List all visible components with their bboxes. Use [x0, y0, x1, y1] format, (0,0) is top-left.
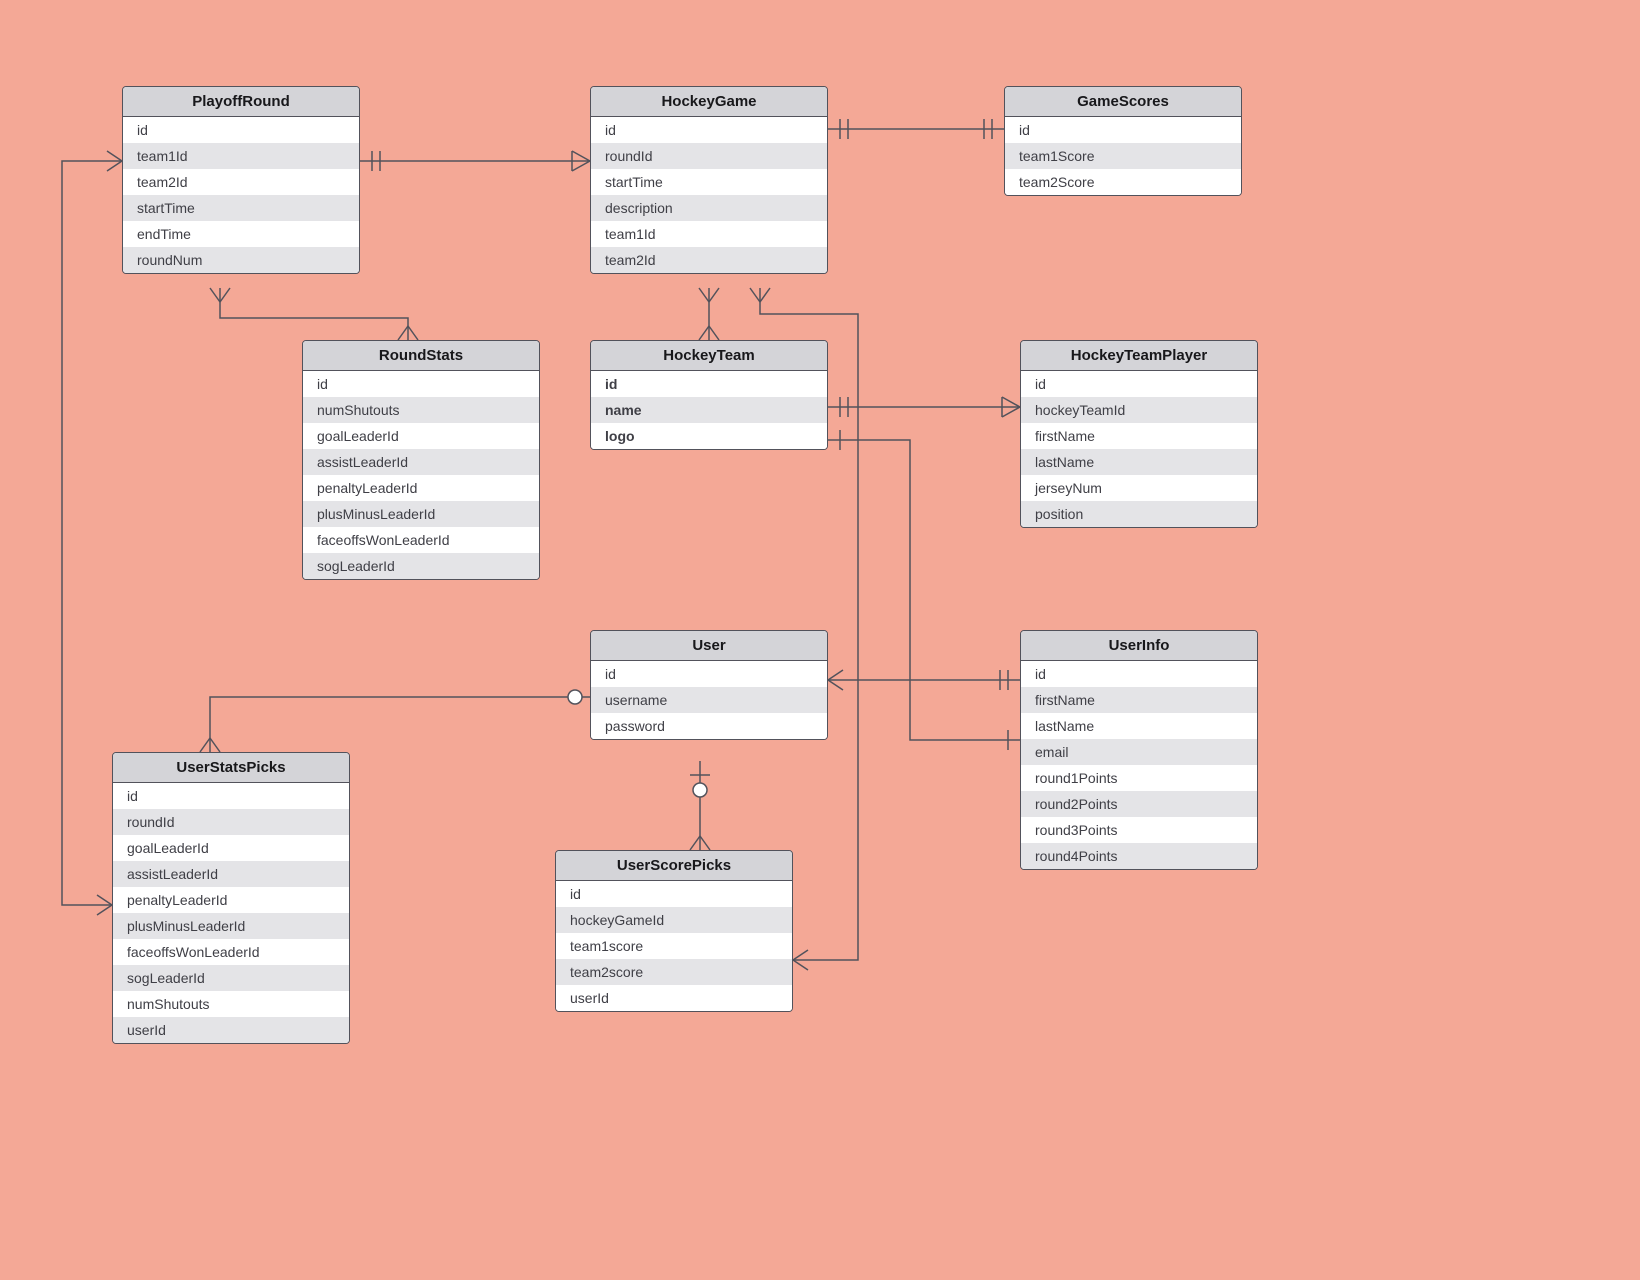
entity-field: hockeyGameId: [556, 907, 792, 933]
entity-field: roundNum: [123, 247, 359, 273]
entity-field: lastName: [1021, 449, 1257, 475]
entity-title: UserStatsPicks: [113, 753, 349, 783]
entity-field: id: [123, 117, 359, 143]
entity-field: numShutouts: [113, 991, 349, 1017]
entity-field: id: [591, 661, 827, 687]
entity-field: team1Id: [591, 221, 827, 247]
entity-userstatspicks: UserStatsPicksidroundIdgoalLeaderIdassis…: [112, 752, 350, 1044]
entity-title: HockeyGame: [591, 87, 827, 117]
entity-title: GameScores: [1005, 87, 1241, 117]
entity-title: HockeyTeam: [591, 341, 827, 371]
entity-user: Useridusernamepassword: [590, 630, 828, 740]
entity-field: id: [1005, 117, 1241, 143]
entity-field: userId: [113, 1017, 349, 1043]
entity-field: team2Id: [591, 247, 827, 273]
entity-field: goalLeaderId: [113, 835, 349, 861]
entity-field: round3Points: [1021, 817, 1257, 843]
entity-title: User: [591, 631, 827, 661]
entity-field: team1Score: [1005, 143, 1241, 169]
entity-field: assistLeaderId: [303, 449, 539, 475]
entity-field: startTime: [591, 169, 827, 195]
entity-field: sogLeaderId: [303, 553, 539, 579]
entity-field: team2Score: [1005, 169, 1241, 195]
entity-field: team1Id: [123, 143, 359, 169]
entity-field: penaltyLeaderId: [113, 887, 349, 913]
entity-field: logo: [591, 423, 827, 449]
entity-field: hockeyTeamId: [1021, 397, 1257, 423]
entity-field: penaltyLeaderId: [303, 475, 539, 501]
entity-field: faceoffsWonLeaderId: [113, 939, 349, 965]
entity-hockeyteamplayer: HockeyTeamPlayeridhockeyTeamIdfirstNamel…: [1020, 340, 1258, 528]
entity-field: plusMinusLeaderId: [113, 913, 349, 939]
entity-field: assistLeaderId: [113, 861, 349, 887]
entity-field: startTime: [123, 195, 359, 221]
entity-field: position: [1021, 501, 1257, 527]
entity-field: id: [591, 371, 827, 397]
entity-gamescores: GameScoresidteam1Scoreteam2Score: [1004, 86, 1242, 196]
entity-field: id: [113, 783, 349, 809]
entity-field: sogLeaderId: [113, 965, 349, 991]
entity-playoffround: PlayoffRoundidteam1Idteam2IdstartTimeend…: [122, 86, 360, 274]
entity-field: lastName: [1021, 713, 1257, 739]
entity-field: endTime: [123, 221, 359, 247]
entity-title: UserScorePicks: [556, 851, 792, 881]
entity-field: id: [303, 371, 539, 397]
entity-field: jerseyNum: [1021, 475, 1257, 501]
entity-field: userId: [556, 985, 792, 1011]
entity-field: numShutouts: [303, 397, 539, 423]
entity-hockeygame: HockeyGameidroundIdstartTimedescriptiont…: [590, 86, 828, 274]
entity-field: id: [591, 117, 827, 143]
entity-field: firstName: [1021, 687, 1257, 713]
entity-field: id: [1021, 661, 1257, 687]
entity-roundstats: RoundStatsidnumShutoutsgoalLeaderIdassis…: [302, 340, 540, 580]
entity-field: password: [591, 713, 827, 739]
entity-userscorepicks: UserScorePicksidhockeyGameIdteam1scorete…: [555, 850, 793, 1012]
entity-userinfo: UserInfoidfirstNamelastNameemailround1Po…: [1020, 630, 1258, 870]
entity-field: round4Points: [1021, 843, 1257, 869]
entity-field: roundId: [113, 809, 349, 835]
entity-title: UserInfo: [1021, 631, 1257, 661]
entity-field: team1score: [556, 933, 792, 959]
entity-title: HockeyTeamPlayer: [1021, 341, 1257, 371]
entity-field: id: [556, 881, 792, 907]
entity-field: faceoffsWonLeaderId: [303, 527, 539, 553]
entity-field: firstName: [1021, 423, 1257, 449]
entity-field: goalLeaderId: [303, 423, 539, 449]
entity-field: description: [591, 195, 827, 221]
entity-field: id: [1021, 371, 1257, 397]
entity-field: team2score: [556, 959, 792, 985]
entity-title: RoundStats: [303, 341, 539, 371]
entity-field: roundId: [591, 143, 827, 169]
entity-field: plusMinusLeaderId: [303, 501, 539, 527]
entity-field: team2Id: [123, 169, 359, 195]
entity-title: PlayoffRound: [123, 87, 359, 117]
entity-field: name: [591, 397, 827, 423]
entity-field: username: [591, 687, 827, 713]
entity-field: email: [1021, 739, 1257, 765]
entity-hockeyteam: HockeyTeamidnamelogo: [590, 340, 828, 450]
entity-field: round1Points: [1021, 765, 1257, 791]
entity-field: round2Points: [1021, 791, 1257, 817]
